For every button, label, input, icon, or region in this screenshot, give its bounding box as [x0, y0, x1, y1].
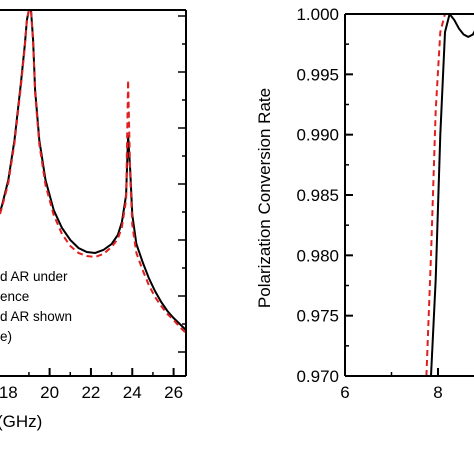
left-series-2-line [0, 10, 186, 334]
left-tick-group [28, 15, 186, 376]
right-y-tick-label: 0.990 [296, 126, 339, 145]
right-x-tick-label: 8 [433, 383, 442, 402]
right-tick-group [344, 13, 439, 377]
left-chart-panel: 20 22 24 26 18 (GHz) d AR under ence d AR sh… [0, 9, 187, 431]
legend-line-3: d AR shown [0, 309, 72, 324]
left-x-tick-label: 26 [164, 383, 183, 402]
right-y-tick-label: 1.000 [296, 5, 339, 24]
right-y-axis-label: Polarization Conversion Rate [255, 88, 274, 308]
left-tick-label-group: 20 22 24 26 18 [0, 383, 183, 402]
right-series-1-line [430, 14, 474, 376]
right-y-tick-label: 0.970 [296, 367, 339, 386]
left-x-tick-label: 18 [0, 383, 18, 402]
left-x-tick-label: 24 [123, 383, 142, 402]
right-x-tick-label: 6 [340, 383, 349, 402]
legend-line-4: e) [0, 329, 12, 344]
left-x-axis-label: (GHz) [0, 412, 42, 431]
legend-line-1: d AR under [0, 269, 68, 284]
left-x-tick-label: 22 [81, 383, 100, 402]
right-y-tick-label: 0.995 [296, 65, 339, 84]
legend-line-2: ence [0, 289, 29, 304]
right-y-tick-label: 0.975 [296, 307, 339, 326]
left-series-group [0, 10, 186, 334]
right-y-tick-label: 0.985 [296, 186, 339, 205]
left-x-tick-label: 20 [40, 383, 59, 402]
right-chart-panel: 1.0000.9950.9900.9850.9800.9750.9706810 … [255, 5, 474, 402]
right-y-tick-label: 0.980 [296, 246, 339, 265]
right-series-group [425, 14, 474, 376]
